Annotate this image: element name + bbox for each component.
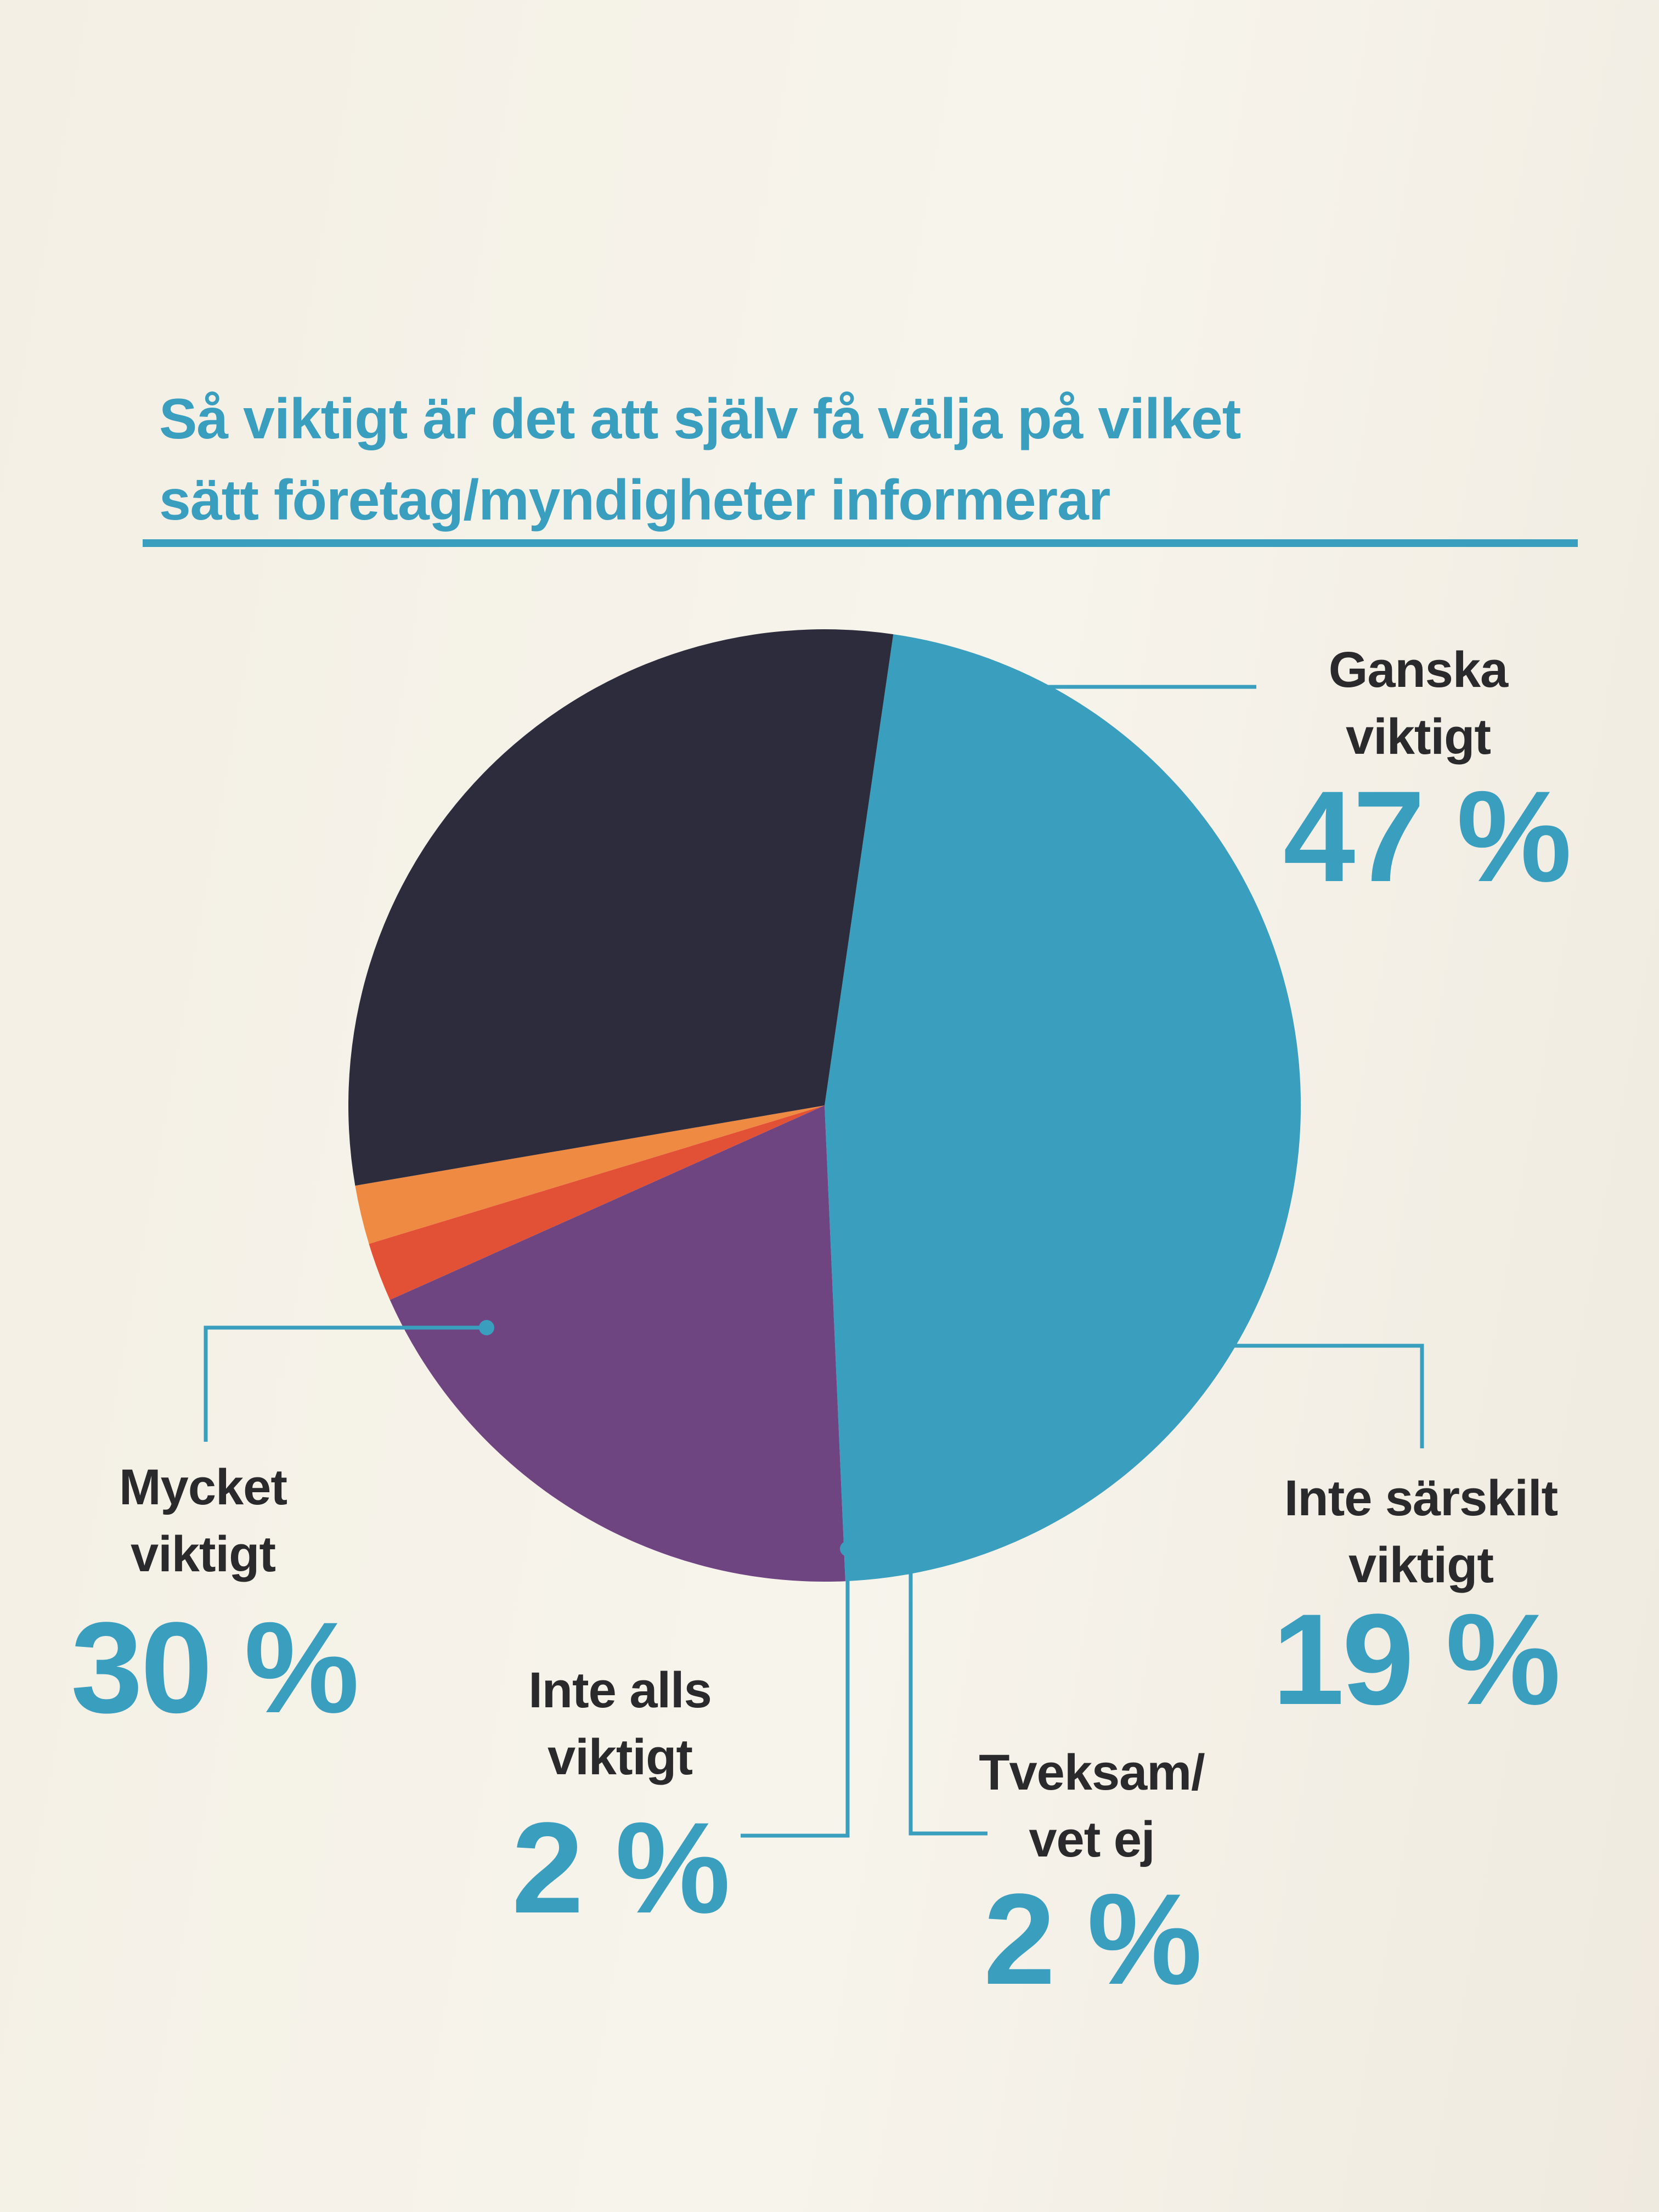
label-inte-sarskilt-viktigt-line-1: Inte särskilt (1284, 1470, 1558, 1526)
value-tveksam-vet-ej: 2 % (983, 1867, 1203, 2012)
value-mycket-viktigt: 30 % (71, 1595, 359, 1740)
leader-mycket-viktigt-dot (479, 1320, 494, 1335)
label-inte-sarskilt-viktigt-line-2: viktigt (1348, 1537, 1494, 1593)
chart-title-line-2: sätt företag/myndigheter informerar (159, 469, 1110, 532)
label-inte-alls-viktigt-line-2: viktigt (548, 1729, 693, 1785)
title-underline (143, 539, 1578, 547)
leader-tveksam-vet-ej-dot (903, 1544, 918, 1559)
label-tveksam-vet-ej-line-2: vet ej (1029, 1812, 1155, 1867)
leader-inte-sarskilt-viktigt (1119, 1344, 1424, 1448)
pie-slices (348, 629, 1301, 1582)
leader-ganska-viktigt-dot (929, 924, 944, 939)
leader-ganska-viktigt (934, 685, 1256, 932)
leader-tveksam-vet-ej (909, 1551, 988, 1836)
label-ganska-viktigt-line-1: Ganska (1328, 642, 1508, 698)
slice-mycket-viktigt (348, 629, 894, 1186)
label-inte-alls-viktigt-line-1: Inte alls (528, 1662, 712, 1718)
slice-tveksam-vet-ej (369, 1105, 825, 1300)
label-tveksam-vet-ej-line-1: Tveksam/ (979, 1745, 1205, 1801)
label-ganska-viktigt-line-2: viktigt (1346, 709, 1491, 765)
slice-inte-sarskilt-viktigt (390, 1105, 845, 1582)
leader-inte-alls-viktigt (741, 1549, 850, 1838)
label-ganska-viktigt: Ganska viktigt (1262, 636, 1575, 770)
leader-inte-sarskilt-viktigt-dot (1111, 1338, 1127, 1353)
label-mycket-viktigt: Mycket viktigt (60, 1454, 346, 1588)
label-inte-alls-viktigt: Inte alls viktigt (477, 1657, 763, 1791)
slice-inte-alls-viktigt (355, 1105, 825, 1244)
chart-title-line-1: Så viktigt är det att själv få välja på … (159, 387, 1241, 451)
leader-mycket-viktigt (204, 1325, 487, 1442)
chart-title: Så viktigt är det att själv få välja på … (159, 379, 1585, 541)
label-mycket-viktigt-line-2: viktigt (131, 1526, 276, 1582)
value-inte-alls-viktigt: 2 % (511, 1796, 731, 1940)
value-inte-sarskilt-viktigt: 19 % (1272, 1587, 1561, 1732)
leader-lines (204, 685, 1424, 1838)
label-tveksam-vet-ej: Tveksam/ vet ej (949, 1739, 1234, 1873)
leader-inte-alls-viktigt-dot (840, 1541, 855, 1556)
label-inte-sarskilt-viktigt: Inte särskilt viktigt (1223, 1465, 1618, 1599)
label-mycket-viktigt-line-1: Mycket (119, 1459, 287, 1515)
value-ganska-viktigt: 47 % (1283, 764, 1572, 909)
slice-ganska-viktigt (825, 634, 1301, 1582)
